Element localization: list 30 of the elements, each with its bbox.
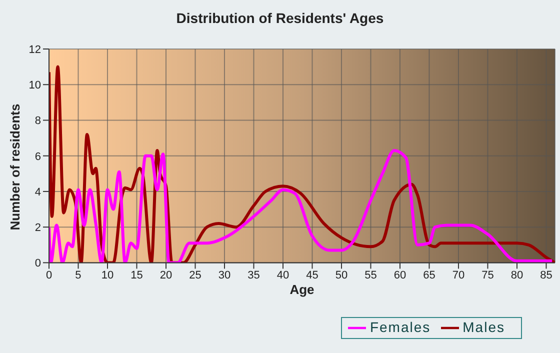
x-tick-label: 80 [510,270,524,282]
x-tick-label: 20 [160,270,172,282]
chart-title: Distribution of Residents' Ages [175,10,385,26]
x-axis-title: Age [290,282,314,297]
x-tick-label: 5 [75,270,82,282]
x-tick-label: 45 [306,270,318,282]
y-tick-label: 12 [28,44,41,56]
legend-label: Females [370,318,431,335]
y-tick-label: 6 [34,150,41,163]
x-tick-label: 85 [540,270,552,282]
x-tick-label: 40 [276,270,290,282]
y-tick-label: 8 [34,115,41,128]
x-tick-label: 50 [335,270,348,282]
x-tick-label: 15 [130,270,143,282]
y-axis-title: Number of residents [8,104,22,230]
x-tick-label: 70 [452,270,465,282]
x-tick-label: 30 [218,270,231,282]
x-tick-label: 35 [248,270,260,282]
y-tick-label: 0 [34,258,41,270]
y-tick-label: 2 [34,222,41,234]
y-tick-label: 4 [34,186,41,198]
x-tick-label: 25 [189,270,202,282]
x-tick-label: 75 [482,270,494,282]
x-tick-label: 55 [364,270,377,282]
y-tick-label: 10 [28,80,41,92]
x-tick-label: 65 [423,270,436,282]
x-tick-label: 0 [46,270,52,282]
x-tick-label: 60 [394,270,406,282]
legend-label: Males [462,318,505,335]
x-tick-label: 10 [101,270,114,282]
